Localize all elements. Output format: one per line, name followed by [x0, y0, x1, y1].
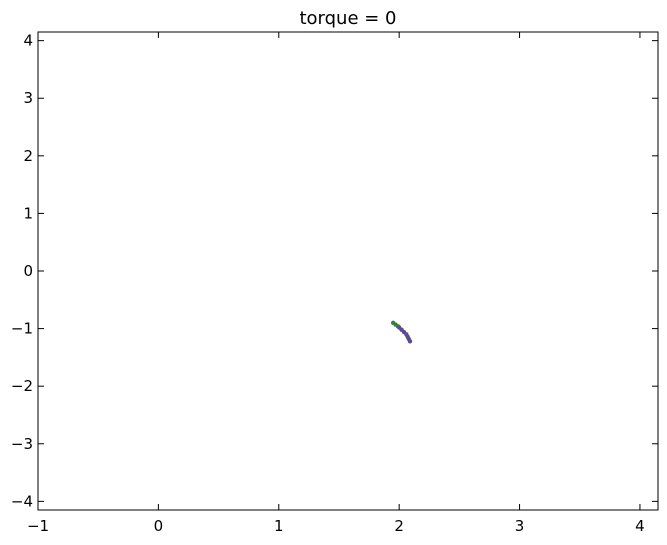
y-tick-label: 2 — [23, 147, 33, 165]
y-axis-ticks: −4 −3 −2 −1 0 1 2 3 4 — [11, 32, 658, 510]
y-tick-label: −3 — [11, 435, 33, 453]
chart-title: torque = 0 — [299, 8, 396, 29]
y-tick-label: −1 — [11, 320, 33, 338]
y-tick-label: 4 — [23, 32, 33, 50]
x-tick-label: 1 — [274, 517, 284, 535]
x-tick-label: 0 — [154, 517, 164, 535]
data-points — [390, 320, 413, 344]
x-tick-label: 4 — [635, 517, 645, 535]
x-tick-label: 2 — [394, 517, 404, 535]
y-tick-label: 0 — [23, 262, 33, 280]
x-axis-ticks: −1 0 1 2 3 4 — [27, 32, 645, 535]
x-tick-label: 3 — [515, 517, 525, 535]
y-tick-label: 3 — [23, 89, 33, 107]
y-tick-label: 1 — [23, 204, 33, 222]
x-tick-label: −1 — [27, 517, 49, 535]
plot-area — [37, 31, 659, 511]
y-tick-label: −2 — [11, 377, 33, 395]
data-point — [407, 339, 413, 344]
y-tick-label: −4 — [11, 492, 33, 510]
